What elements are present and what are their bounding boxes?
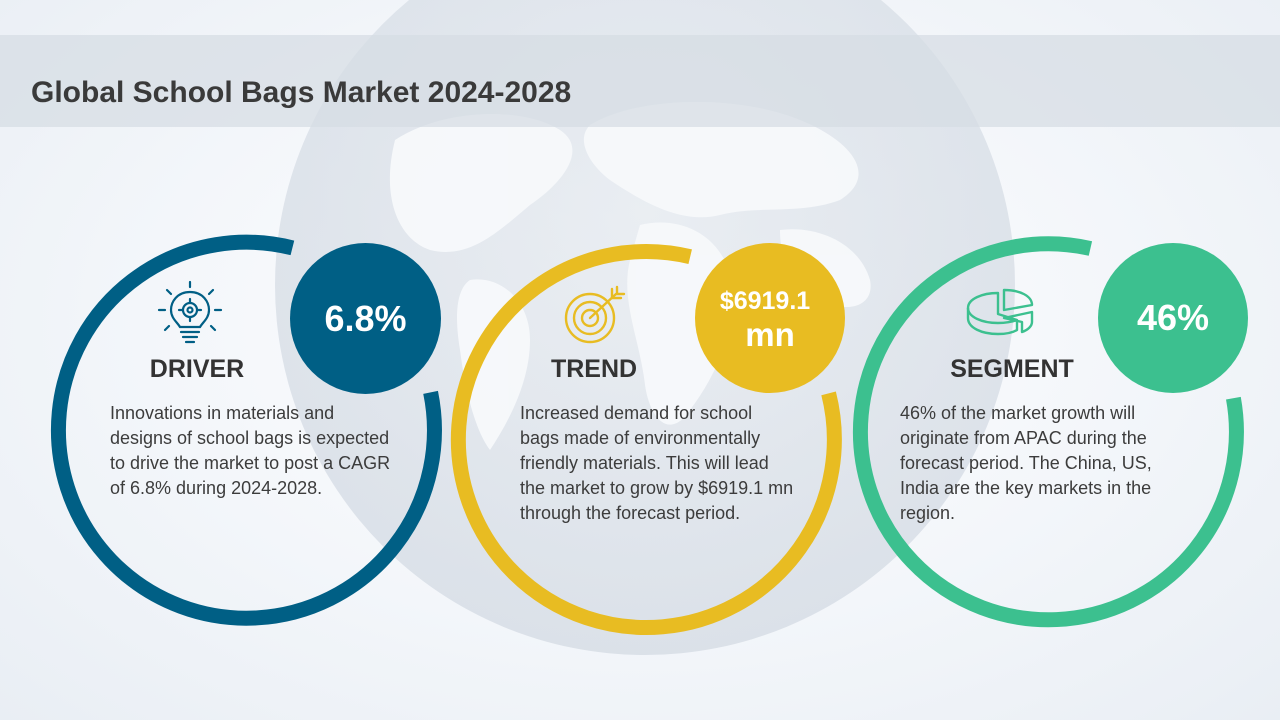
trend-description: Increased demand for school bags made of… xyxy=(520,403,794,523)
trend-value-badge: $6919.1 mn xyxy=(695,243,845,393)
driver-label: DRIVER xyxy=(149,355,245,383)
segment-ring xyxy=(852,236,1244,628)
segment-value: 46% xyxy=(1136,297,1210,338)
trend-value-line1: $6919.1 xyxy=(719,287,811,315)
page-title: Global School Bags Market 2024-2028 xyxy=(31,76,572,109)
driver-value-badge: 6.8% xyxy=(290,243,441,394)
trend-label: TREND xyxy=(550,355,638,383)
segment-value-badge: 46% xyxy=(1098,243,1248,393)
trend-ring xyxy=(450,244,842,636)
driver-description: Innovations in materials and designs of … xyxy=(110,403,391,498)
lightbulb-gear-icon xyxy=(157,280,223,344)
target-arrow-icon xyxy=(564,285,626,344)
driver-ring xyxy=(50,234,442,626)
segment-label: SEGMENT xyxy=(950,355,1074,383)
trend-value-line2: mn xyxy=(745,316,795,353)
title-band xyxy=(0,35,1280,127)
segment-description: 46% of the market growth will originate … xyxy=(900,403,1152,523)
driver-value: 6.8% xyxy=(324,297,407,339)
pie-chart-icon xyxy=(966,288,1034,336)
